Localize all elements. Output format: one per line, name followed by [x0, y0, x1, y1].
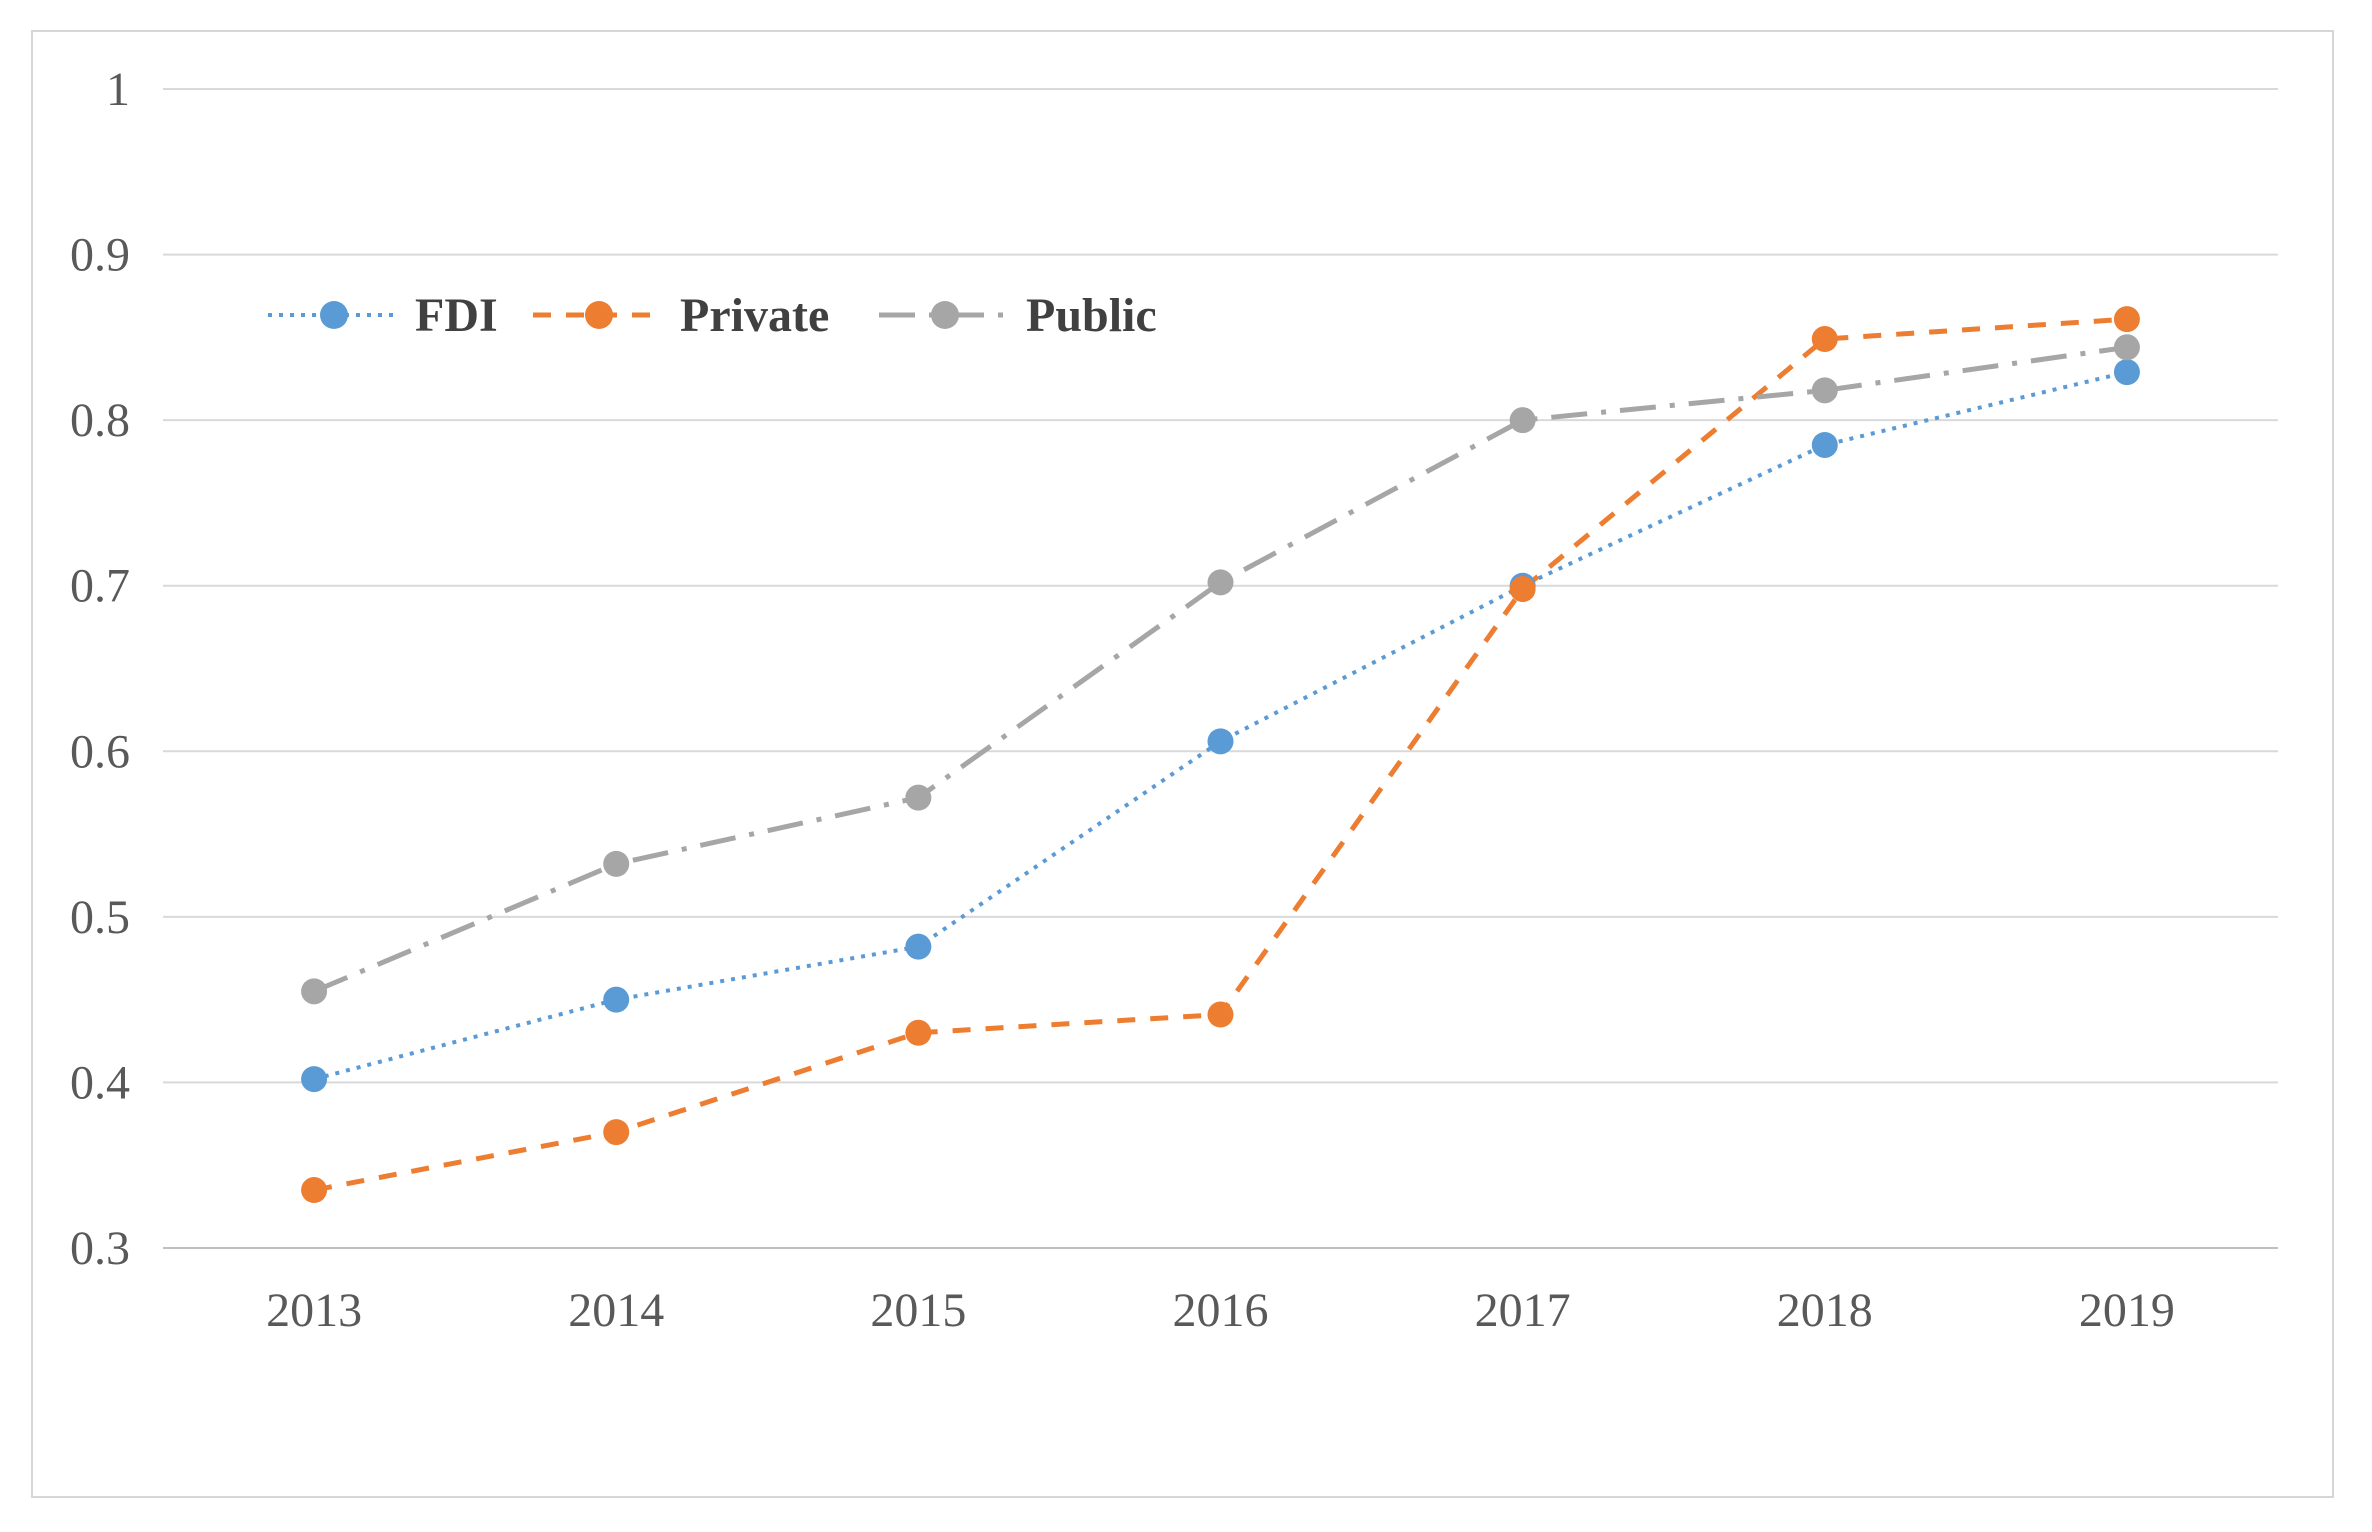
y-tick-label-0.8: 0.8	[70, 394, 130, 447]
legend-label-Public: Public	[1026, 289, 1157, 342]
y-tick-label-0.3: 0.3	[70, 1222, 130, 1275]
legend-label-Private: Private	[680, 289, 829, 342]
x-tick-label-2019: 2019	[2079, 1284, 2175, 1337]
legend-label-FDI: FDI	[415, 289, 498, 342]
legend-swatch-marker-FDI	[320, 301, 348, 329]
marker-Private-2015	[905, 1019, 932, 1046]
x-tick-label-2015: 2015	[870, 1284, 966, 1337]
x-tick-label-2017: 2017	[1475, 1284, 1571, 1337]
marker-Private-2017	[1509, 576, 1536, 603]
y-tick-label-1: 1	[106, 63, 130, 116]
marker-Public-2019	[2113, 334, 2140, 361]
y-tick-label-0.4: 0.4	[70, 1056, 130, 1109]
y-tick-label-0.9: 0.9	[70, 229, 130, 282]
y-tick-label-0.6: 0.6	[70, 725, 130, 778]
legend-item-Public: Public	[879, 289, 1157, 342]
marker-Private-2013	[301, 1177, 328, 1204]
x-tick-label-2014: 2014	[568, 1284, 664, 1337]
chart-border	[31, 30, 2334, 1498]
marker-FDI-2013	[301, 1066, 328, 1093]
marker-FDI-2014	[603, 986, 630, 1013]
marker-Public-2017	[1509, 407, 1536, 434]
marker-Private-2018	[1811, 326, 1838, 353]
marker-FDI-2018	[1811, 431, 1838, 458]
marker-FDI-2015	[905, 933, 932, 960]
x-tick-label-2016: 2016	[1173, 1284, 1269, 1337]
x-tick-label-2018: 2018	[1777, 1284, 1873, 1337]
marker-FDI-2019	[2113, 359, 2140, 386]
marker-Public-2013	[301, 978, 328, 1005]
marker-Public-2015	[905, 784, 932, 811]
y-tick-label-0.7: 0.7	[70, 560, 130, 613]
y-tick-label-0.5: 0.5	[70, 891, 130, 944]
legend-swatch-marker-Public	[931, 301, 959, 329]
x-tick-label-2013: 2013	[266, 1284, 362, 1337]
marker-Public-2016	[1207, 569, 1234, 596]
marker-Public-2014	[603, 850, 630, 877]
marker-Public-2018	[1811, 377, 1838, 404]
marker-Private-2016	[1207, 1001, 1234, 1028]
legend-swatch-marker-Private	[585, 301, 613, 329]
marker-FDI-2016	[1207, 728, 1234, 755]
legend-item-Private: Private	[533, 289, 829, 342]
legend-item-FDI: FDI	[268, 289, 498, 342]
marker-Private-2019	[2113, 306, 2140, 333]
marker-Private-2014	[603, 1119, 630, 1146]
